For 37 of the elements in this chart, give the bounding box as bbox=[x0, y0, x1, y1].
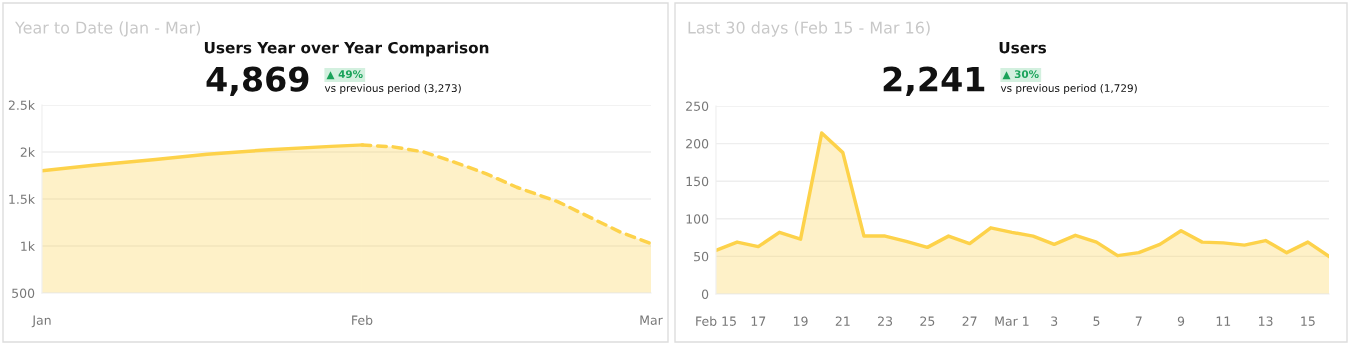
y-tick-label: 1k bbox=[21, 241, 36, 251]
x-tick-label: 15 bbox=[1301, 316, 1315, 326]
x-tick-label: 21 bbox=[835, 316, 850, 326]
chart-title: Users Year over Year Comparison bbox=[204, 41, 489, 57]
y-tick-label: 100 bbox=[686, 214, 709, 224]
y-tick-label: 1.5k bbox=[9, 194, 36, 204]
y-tick-label: 200 bbox=[686, 139, 709, 149]
text: vs previous period (1,729) bbox=[1000, 83, 1137, 95]
x-tick-label: Mar 1 bbox=[995, 316, 1029, 326]
text: ▲ 30% bbox=[1002, 70, 1039, 80]
x-tick-label: Feb 15 bbox=[696, 316, 736, 326]
y-tick-label: 50 bbox=[694, 251, 709, 262]
text: 2,241 bbox=[883, 66, 985, 96]
x-tick-label: Feb bbox=[352, 315, 373, 325]
x-tick-label: 17 bbox=[751, 316, 766, 326]
x-tick-label: 7 bbox=[1135, 316, 1142, 326]
x-tick-label: Mar bbox=[640, 315, 663, 325]
x-tick-label: 27 bbox=[962, 316, 977, 326]
chart-title: Users bbox=[999, 42, 1047, 54]
y-tick-label: 500 bbox=[12, 288, 35, 298]
x-tick-label: 11 bbox=[1216, 316, 1231, 326]
text: 4,869 bbox=[206, 66, 309, 96]
x-tick-label: 23 bbox=[878, 316, 893, 326]
text: vs previous period (3,273) bbox=[324, 83, 461, 95]
y-tick-label: 250 bbox=[686, 101, 709, 111]
x-tick-label: 25 bbox=[920, 316, 935, 326]
x-tick-label: 9 bbox=[1177, 316, 1185, 326]
x-tick-label: 19 bbox=[793, 316, 808, 326]
y-tick-label: 0 bbox=[701, 289, 709, 299]
y-tick-label: 150 bbox=[686, 176, 709, 187]
x-tick-label: Jan bbox=[31, 315, 51, 328]
x-tick-label: 13 bbox=[1259, 316, 1273, 326]
text: ▲ 49% bbox=[326, 70, 363, 80]
x-tick-label: 3 bbox=[1051, 316, 1058, 326]
y-tick-label: 2k bbox=[20, 147, 36, 157]
y-tick-label: 2.5k bbox=[8, 100, 36, 110]
x-tick-label: 5 bbox=[1093, 316, 1100, 326]
